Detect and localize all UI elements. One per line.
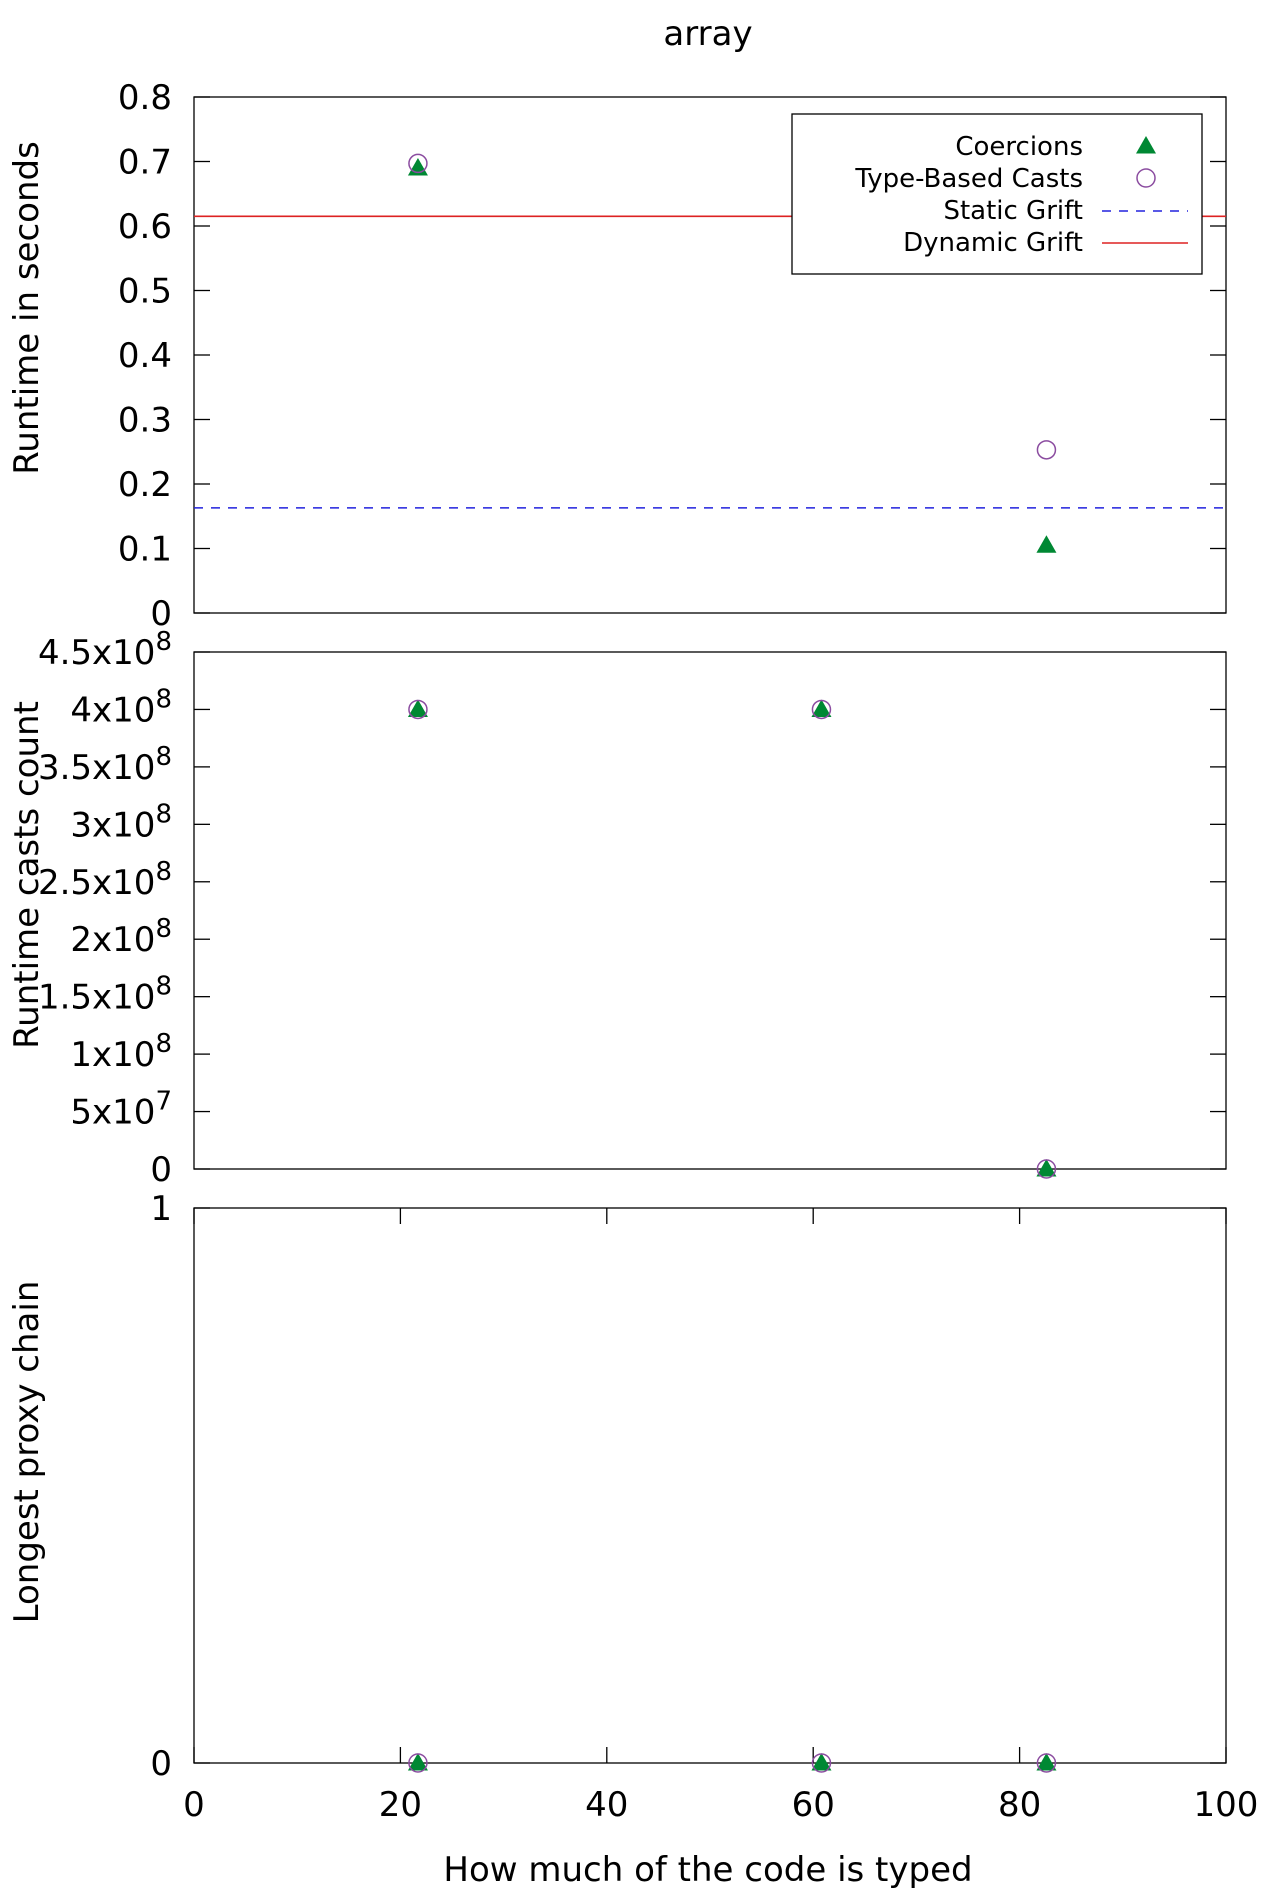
casts-count-y-axis-label: Runtime casts count	[7, 701, 47, 1049]
coercions-point	[1036, 535, 1056, 553]
legend-label-type-based-casts: Type-Based Casts	[854, 164, 1083, 194]
x-tick-label: 20	[379, 1785, 422, 1825]
casts-count-panel: 0 5x107 1x108 1.5x108 2x108 2.5x108 3x108 3.5x1…	[38, 627, 1226, 1190]
y-tick-label: 4x108	[70, 684, 172, 730]
runtime-y-axis-label: Runtime in seconds	[7, 141, 47, 475]
y-tick-label: 0.5	[118, 272, 172, 312]
y-tick-label: 4.5x108	[38, 627, 172, 673]
x-axis-label: How much of the code is typed	[443, 1850, 972, 1890]
y-tick-label: 0	[150, 1150, 172, 1190]
y-tick-label: 0.6	[118, 207, 172, 247]
y-tick-label: 5x107	[70, 1087, 172, 1133]
y-tick-label: 0.1	[118, 530, 172, 570]
y-tick-label: 0	[150, 1744, 172, 1784]
y-tick-label: 1	[150, 1189, 172, 1229]
legend-label-static-grift: Static Grift	[943, 196, 1083, 226]
y-tick-label: 1.5x108	[38, 972, 172, 1018]
type-based-casts-point	[1037, 441, 1055, 459]
y-tick-label: 3.5x108	[38, 742, 172, 788]
y-tick-label: 2x108	[70, 914, 172, 960]
proxy-chain-y-axis-label: Longest proxy chain	[7, 1281, 47, 1624]
y-tick-label: 0.8	[118, 78, 172, 118]
y-tick-label: 3x108	[70, 799, 172, 845]
y-tick-label: 0.4	[118, 336, 172, 376]
x-tick-label: 100	[1194, 1785, 1259, 1825]
y-tick-label: 0.2	[118, 465, 172, 505]
x-tick-label: 60	[792, 1785, 835, 1825]
y-tick-label: 0.7	[118, 143, 172, 183]
chart-title: array	[663, 14, 752, 54]
legend-label-coercions: Coercions	[955, 132, 1083, 162]
plot-frame	[194, 652, 1226, 1169]
plot-frame	[194, 1208, 1226, 1763]
proxy-chain-panel: 010 20 40 60 80 100	[150, 1189, 1258, 1825]
y-tick-label: 1x108	[70, 1029, 172, 1075]
x-tick-label: 0	[183, 1785, 205, 1825]
x-tick-label: 80	[998, 1785, 1041, 1825]
y-tick-label: 0.3	[118, 401, 172, 441]
x-tick-label: 40	[585, 1785, 628, 1825]
legend: Coercions Type-Based Casts Static Grift …	[792, 114, 1202, 274]
y-tick-label: 2.5x108	[38, 857, 172, 903]
legend-label-dynamic-grift: Dynamic Grift	[903, 228, 1083, 258]
